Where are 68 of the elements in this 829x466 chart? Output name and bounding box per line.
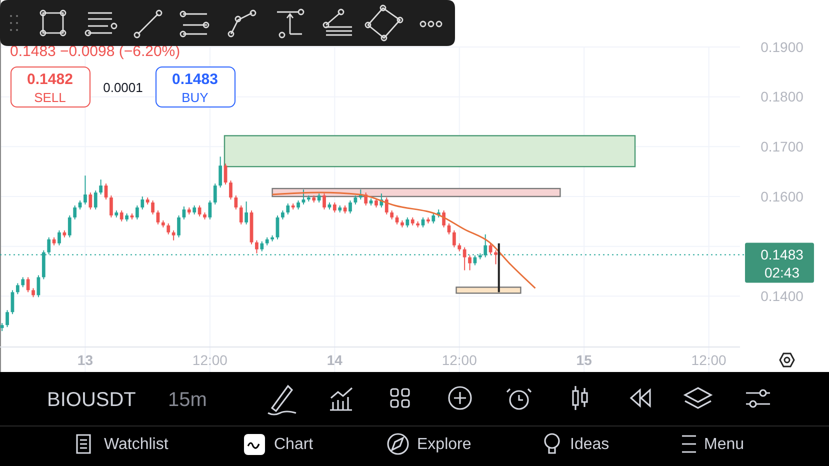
candlestick xyxy=(244,200,248,225)
x-tick-label: 12:00 xyxy=(691,352,727,368)
text: 02:43 xyxy=(764,264,800,281)
annotation: 0.1482 xyxy=(27,71,73,88)
candlestick xyxy=(136,204,139,220)
x-tick-label: 15 xyxy=(576,352,592,368)
candlestick xyxy=(26,276,30,293)
candlestick xyxy=(432,212,436,224)
ref-line-label: 0.1483 xyxy=(760,246,804,263)
candlestick xyxy=(172,230,176,241)
x-tick-label: 14 xyxy=(326,352,343,368)
candlestick xyxy=(218,156,222,188)
text: Menu xyxy=(704,436,744,453)
candlestick xyxy=(58,230,61,246)
candlestick xyxy=(332,202,336,213)
candlestick xyxy=(120,210,124,222)
annotation: SELL xyxy=(34,90,66,105)
candlestick xyxy=(322,193,326,210)
candlestick xyxy=(286,202,290,215)
candlestick xyxy=(177,214,180,238)
candlestick xyxy=(384,197,388,215)
candlestick xyxy=(6,310,9,328)
candlestick xyxy=(88,192,92,210)
candlestick xyxy=(110,195,113,218)
candlestick xyxy=(468,254,472,271)
candlestick xyxy=(239,204,243,225)
x-tick-label: 12:00 xyxy=(442,352,478,368)
y-tick-label: 0.1900 xyxy=(760,38,804,55)
candlestick xyxy=(73,204,77,220)
candlestick xyxy=(488,242,492,255)
x-tick-label: 13 xyxy=(77,352,94,368)
candlestick xyxy=(260,240,264,252)
candlestick xyxy=(229,180,232,200)
candlestick xyxy=(462,246,466,271)
candlestick xyxy=(47,236,51,255)
candlestick xyxy=(21,276,25,288)
candlestick xyxy=(84,175,87,205)
candlestick xyxy=(442,210,446,228)
candlestick xyxy=(140,196,144,210)
candlestick xyxy=(348,200,352,214)
annotation: 0.1483 xyxy=(172,71,218,88)
text: BIOUSDT xyxy=(47,389,136,411)
candlestick xyxy=(166,222,170,235)
candlestick xyxy=(68,214,72,238)
candlestick xyxy=(213,183,217,205)
annotation: BUY xyxy=(182,90,209,105)
candlestick xyxy=(302,189,306,205)
candlestick xyxy=(94,190,98,210)
text: Watchlist xyxy=(104,436,169,453)
candlestick xyxy=(99,179,103,196)
text: Ideas xyxy=(570,436,610,453)
candlestick xyxy=(452,230,456,248)
candlestick xyxy=(494,250,498,265)
y-tick-label: 0.1400 xyxy=(760,288,804,304)
candlestick xyxy=(151,200,154,215)
candlestick xyxy=(234,195,238,210)
annotation: 0.0001 xyxy=(103,80,143,95)
text: Chart xyxy=(274,436,314,453)
candlestick xyxy=(406,216,410,228)
annotation: 0.1483 −0.0098 (−6.20%) xyxy=(10,43,180,60)
text: 15m xyxy=(168,389,207,411)
candlestick xyxy=(255,240,258,254)
y-tick-label: 0.1800 xyxy=(760,88,804,105)
y-tick-label: 0.1600 xyxy=(760,188,804,204)
candlestick xyxy=(16,282,20,295)
x-tick-label: 12:00 xyxy=(192,352,228,368)
text: Explore xyxy=(417,436,472,453)
y-tick-label: 0.1700 xyxy=(760,138,804,155)
